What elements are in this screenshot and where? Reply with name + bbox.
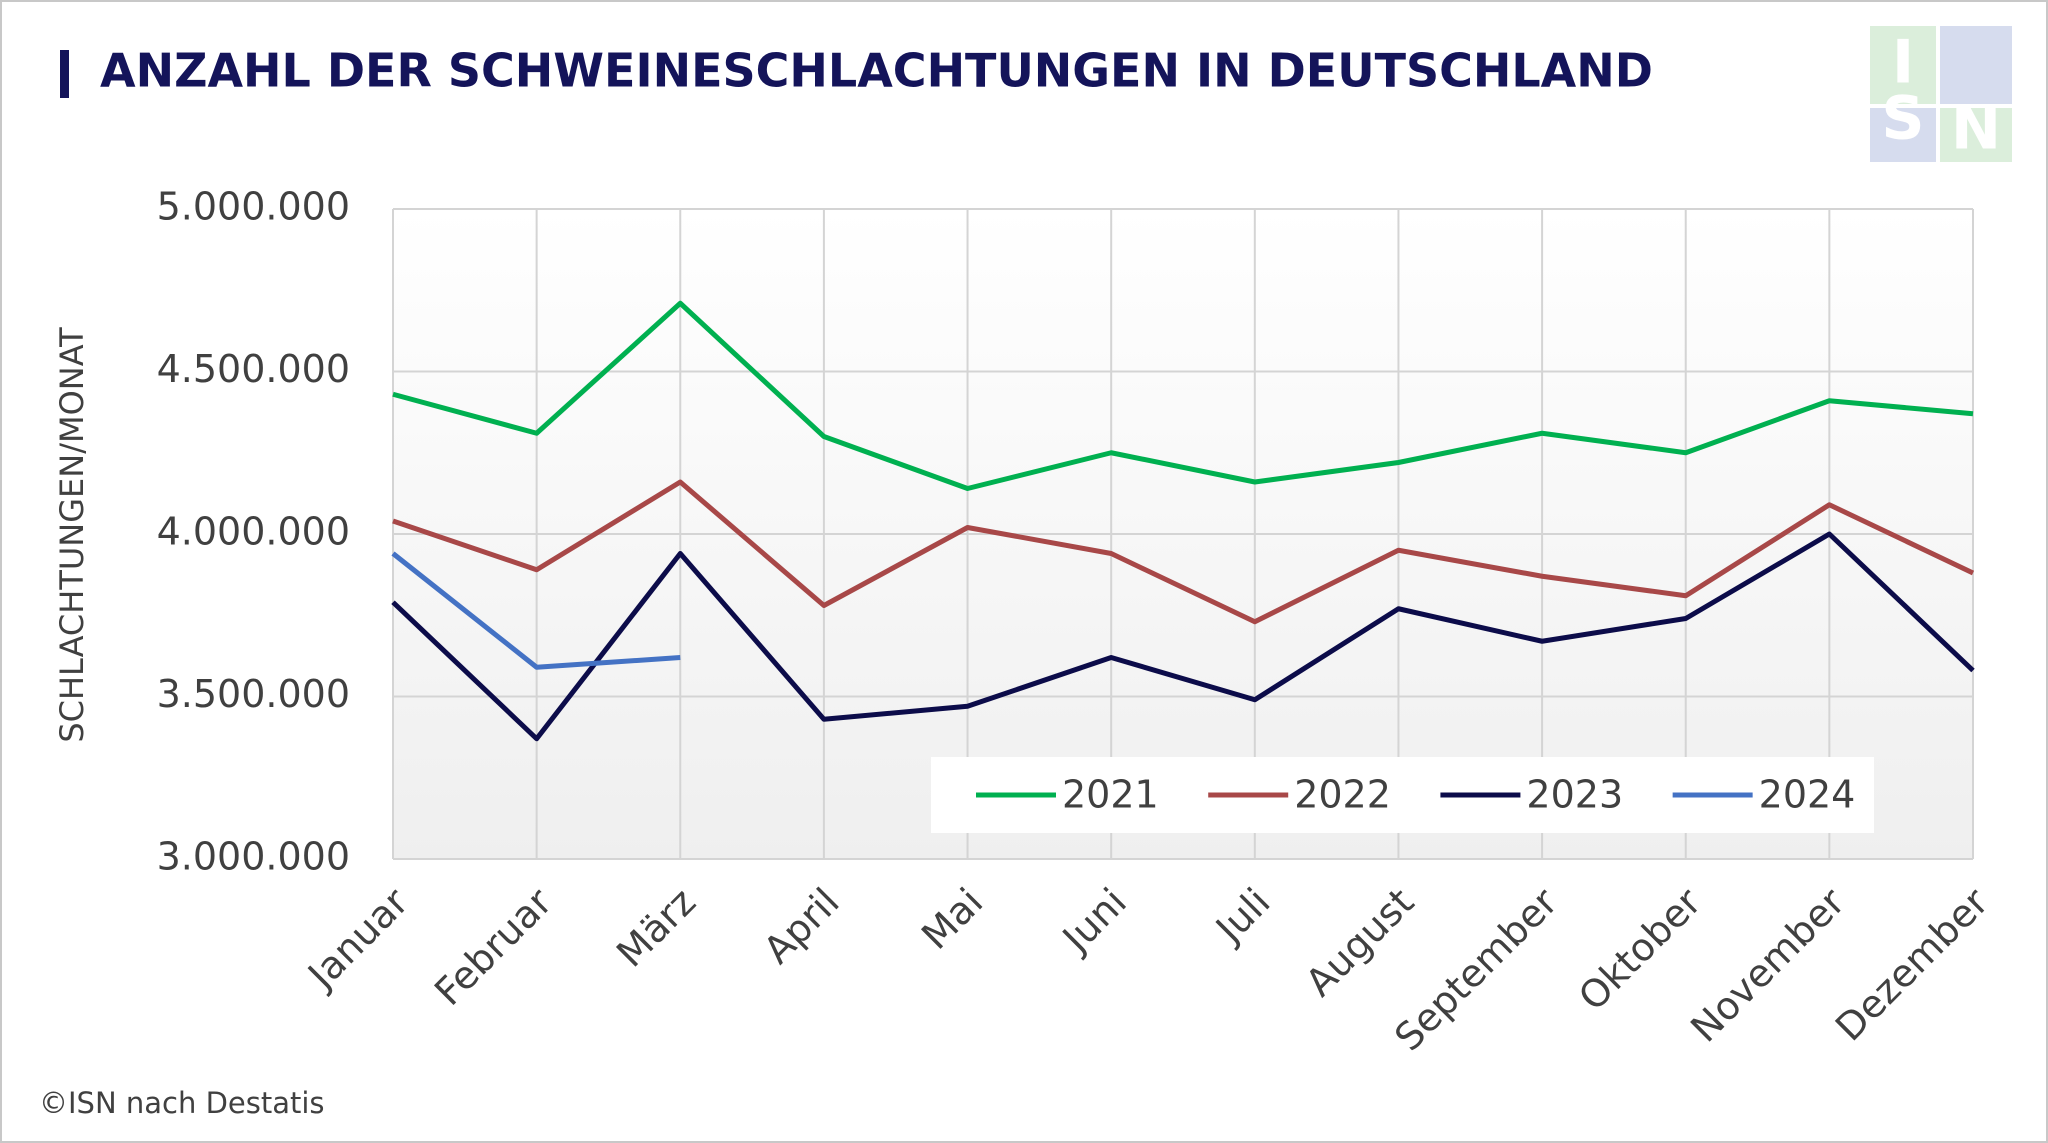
logo-letter: N — [1951, 94, 2001, 164]
logo-box — [1940, 108, 2012, 162]
y-tick-label: 4.000.000 — [157, 510, 350, 554]
logo: I S N — [1870, 26, 2012, 164]
y-tick-label: 5.000.000 — [157, 185, 350, 229]
source: ©ISN nach Destatis — [39, 1086, 325, 1120]
y-axis-label: SCHLACHTUNGEN/MONAT — [53, 327, 91, 743]
logo-letter: I — [1892, 28, 1914, 98]
title-bar — [60, 50, 69, 98]
chart-title: ANZAHL DER SCHWEINESCHLACHTUNGEN IN DEUT… — [100, 44, 1653, 98]
logo-letter: S — [1881, 84, 1924, 154]
y-tick-label: 3.000.000 — [157, 835, 350, 879]
legend-label: 2021 — [1062, 773, 1159, 817]
logo-box — [1870, 108, 1936, 162]
y-tick-label: 3.500.000 — [157, 672, 350, 716]
series-line — [391, 551, 681, 670]
series-line — [392, 479, 1975, 625]
logo-box — [1870, 26, 1936, 104]
y-tick-label: 4.500.000 — [157, 347, 350, 391]
legend-label: 2023 — [1526, 773, 1623, 817]
series-line — [392, 300, 1974, 491]
legend-label: 2024 — [1759, 773, 1856, 817]
series-line — [391, 531, 1975, 742]
legend-label: 2022 — [1294, 773, 1391, 817]
logo-box — [1940, 26, 2012, 104]
